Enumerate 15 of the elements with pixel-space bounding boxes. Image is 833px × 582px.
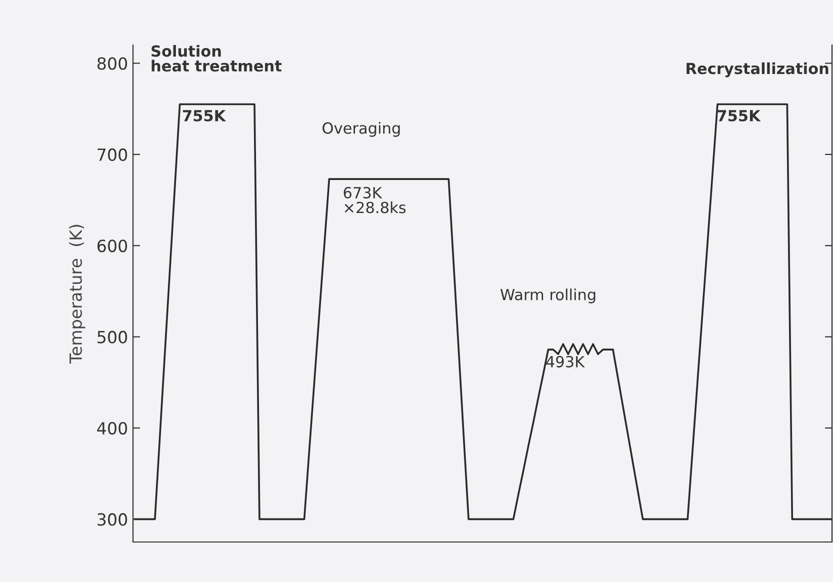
annotation: Warm rolling	[500, 288, 596, 304]
y-tick-label: 300	[98, 513, 128, 526]
y-tick-label: 700	[98, 148, 128, 161]
annotation: 493K	[546, 356, 585, 368]
annotation: 673K ×28.8ks	[344, 186, 406, 214]
y-axis-title: Temperature (K)	[69, 224, 86, 364]
y-tick-label: 800	[97, 57, 128, 70]
y-tick-label: 400	[97, 422, 128, 435]
annotation: Overaging	[322, 122, 400, 137]
annotation: 755K	[182, 110, 226, 122]
annotation: Solution heat treatment	[152, 45, 282, 72]
y-tick-label: 600	[97, 240, 128, 252]
annotation: Recrystallization	[686, 62, 828, 78]
annotation: 755K	[718, 110, 761, 122]
y-tick-label: 500	[98, 330, 128, 344]
